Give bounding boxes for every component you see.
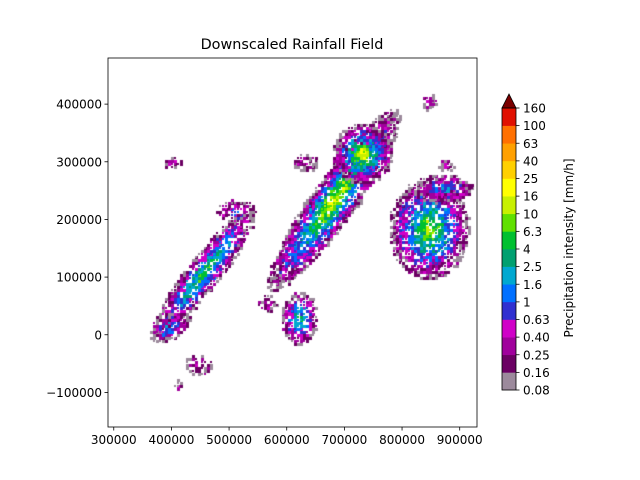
y-tick-label: 400000 <box>56 98 102 112</box>
colorbar-segment <box>502 160 516 179</box>
colorbar: 0.08 0.16 0.25 0.40 0.63 1 1.6 2.5 4 6.3 10 16 25 40 6… <box>501 93 550 398</box>
colorbar-label: Precipitation intensity [mm/h] <box>562 158 576 337</box>
colorbar-segment <box>502 213 516 232</box>
colorbar-tick-label: 0.40 <box>523 331 550 345</box>
colorbar-tick-label: 63 <box>523 137 538 151</box>
colorbar-segment <box>502 231 516 250</box>
colorbar-tick-label: 0.63 <box>523 313 550 327</box>
colorbar-tick-label: 16 <box>523 190 538 204</box>
colorbar-segment <box>502 266 516 285</box>
colorbar-segment <box>502 301 516 320</box>
colorbar-tick-label: 1 <box>523 295 531 309</box>
y-tick-label: 100000 <box>56 271 102 285</box>
x-tick-label: 700000 <box>321 433 367 447</box>
x-tick-label: 800000 <box>379 433 425 447</box>
colorbar-segment <box>502 196 516 215</box>
colorbar-segment <box>502 249 516 267</box>
colorbar-tick-label: 25 <box>523 172 538 186</box>
chart-title: Downscaled Rainfall Field <box>201 37 384 53</box>
colorbar-segment <box>502 319 516 338</box>
rainfall-raster-image <box>108 58 477 427</box>
plot-area <box>107 57 478 428</box>
y-tick-label: 300000 <box>56 155 102 169</box>
colorbar-tick-label: 0.25 <box>523 348 550 362</box>
colorbar-tick-label: 1.6 <box>523 278 542 292</box>
x-tick-label: 600000 <box>264 433 310 447</box>
colorbar-tick-label: 0.08 <box>523 384 550 398</box>
plot-frame <box>107 57 478 428</box>
colorbar-tick-label: 4 <box>523 243 531 257</box>
y-axis: −100000 0 100000 200000 300000 400000 <box>46 98 108 400</box>
colorbar-tick-label: 6.3 <box>523 225 542 239</box>
colorbar-tick-label: 2.5 <box>523 260 542 274</box>
colorbar-segment <box>502 178 516 197</box>
colorbar-extend-arrow <box>501 93 517 109</box>
x-tick-label: 400000 <box>149 433 195 447</box>
x-tick-label: 500000 <box>206 433 252 447</box>
colorbar-segment <box>502 108 516 126</box>
colorbar-tick-label: 100 <box>523 119 546 133</box>
rainfall-raster <box>108 58 477 427</box>
colorbar-segment <box>502 125 516 144</box>
colorbar-tick-label: 0.16 <box>523 366 550 380</box>
colorbar-tick-label: 10 <box>523 207 538 221</box>
y-tick-label: 200000 <box>56 213 102 227</box>
x-axis: 300000 400000 500000 600000 700000 800000 9000… <box>91 427 483 447</box>
colorbar-tick-label: 160 <box>523 102 546 116</box>
x-tick-label: 900000 <box>437 433 483 447</box>
colorbar-segment <box>502 284 516 303</box>
x-tick-label: 300000 <box>91 433 137 447</box>
colorbar-segment <box>502 143 516 162</box>
y-tick-label: −100000 <box>46 386 102 400</box>
colorbar-segment <box>502 337 516 356</box>
colorbar-tick-label: 40 <box>523 154 538 168</box>
y-tick-label: 0 <box>94 328 102 342</box>
colorbar-segment <box>502 372 516 391</box>
colorbar-segment <box>502 354 516 373</box>
